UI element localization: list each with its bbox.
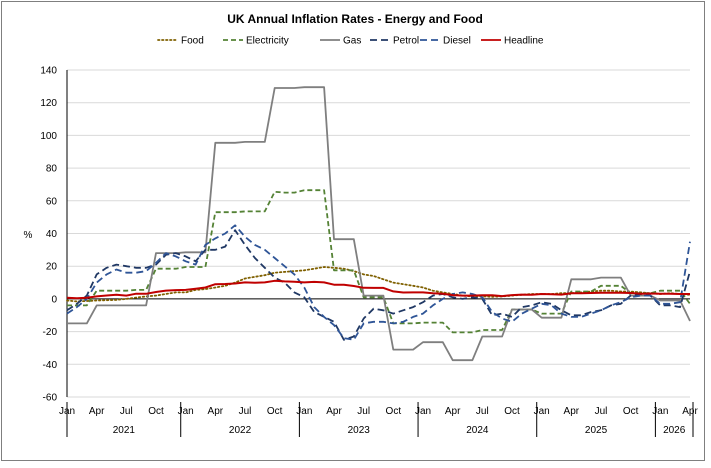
x-year-label: 2022 bbox=[229, 425, 252, 436]
x-tick-label: Jan bbox=[652, 406, 668, 417]
y-tick-label: 40 bbox=[46, 229, 58, 240]
legend-label-diesel: Diesel bbox=[443, 36, 471, 47]
x-tick-label: Apr bbox=[208, 406, 224, 417]
series-line-diesel bbox=[66, 224, 691, 341]
series-line-electricity bbox=[67, 189, 691, 334]
y-axis-label: % bbox=[24, 230, 33, 241]
x-year-label: 2021 bbox=[113, 425, 136, 436]
legend-label-petrol: Petrol bbox=[393, 36, 419, 47]
chart-title: UK Annual Inflation Rates - Energy and F… bbox=[227, 12, 483, 26]
y-tick-label: -60 bbox=[43, 393, 58, 404]
x-tick-label: Apr bbox=[564, 406, 580, 417]
axes bbox=[66, 70, 690, 397]
x-tick-label: Apr bbox=[89, 406, 105, 417]
x-year-label: 2025 bbox=[585, 425, 608, 436]
x-tick-label: Jul bbox=[476, 406, 489, 417]
x-tick-label: Jul bbox=[357, 406, 370, 417]
y-tick-label: 20 bbox=[46, 262, 58, 273]
x-tick-label: Oct bbox=[267, 406, 283, 417]
y-tick-label: 100 bbox=[40, 131, 57, 142]
series-line-petrol bbox=[66, 229, 691, 341]
x-tick-label: Jan bbox=[534, 406, 550, 417]
x-tick-label: Jul bbox=[595, 406, 608, 417]
x-tick-label: Oct bbox=[623, 406, 639, 417]
x-year-label: 2023 bbox=[348, 425, 371, 436]
x-tick-label: Jan bbox=[415, 406, 431, 417]
legend-label-gas: Gas bbox=[343, 36, 361, 47]
y-tick-label: 80 bbox=[46, 164, 58, 175]
legend-label-headline: Headline bbox=[504, 36, 544, 47]
x-tick-label: Jul bbox=[120, 406, 133, 417]
x-tick-label: Jul bbox=[239, 406, 252, 417]
y-tick-label: 140 bbox=[40, 66, 57, 77]
legend-label-electricity: Electricity bbox=[246, 36, 289, 47]
legend: Food Electricity Gas Petrol Diesel Headline bbox=[157, 36, 544, 47]
y-tick-label: -40 bbox=[43, 360, 58, 371]
y-tick-label: 0 bbox=[51, 294, 57, 305]
chart-frame bbox=[1, 1, 705, 461]
legend-label-food: Food bbox=[181, 36, 204, 47]
gridlines bbox=[67, 69, 690, 398]
x-tick-label: Apr bbox=[326, 406, 342, 417]
series-line-gas bbox=[67, 86, 691, 362]
x-axis-ticks: Jan Apr Jul Oct Jan Apr Jul Oct Jan Apr Jul Oct Jan A… bbox=[59, 402, 698, 437]
y-axis-ticks: -60 -40 -20 0 20 40 60 80 100 120 140 bbox=[40, 66, 57, 404]
x-tick-label: Apr bbox=[445, 406, 461, 417]
x-tick-label: Oct bbox=[504, 406, 520, 417]
series-line-headline bbox=[66, 279, 690, 300]
x-tick-label: Jan bbox=[178, 406, 194, 417]
x-tick-label: Oct bbox=[386, 406, 402, 417]
x-year-label: 2026 bbox=[663, 425, 686, 436]
x-tick-label: Jan bbox=[296, 406, 312, 417]
x-year-label: 2024 bbox=[466, 425, 489, 436]
y-tick-label: 120 bbox=[40, 98, 57, 109]
y-tick-label: 60 bbox=[46, 196, 58, 207]
y-tick-label: -20 bbox=[43, 327, 58, 338]
x-tick-label: Oct bbox=[148, 406, 164, 417]
x-tick-label: Apr bbox=[682, 406, 698, 417]
series-lines bbox=[66, 86, 691, 362]
